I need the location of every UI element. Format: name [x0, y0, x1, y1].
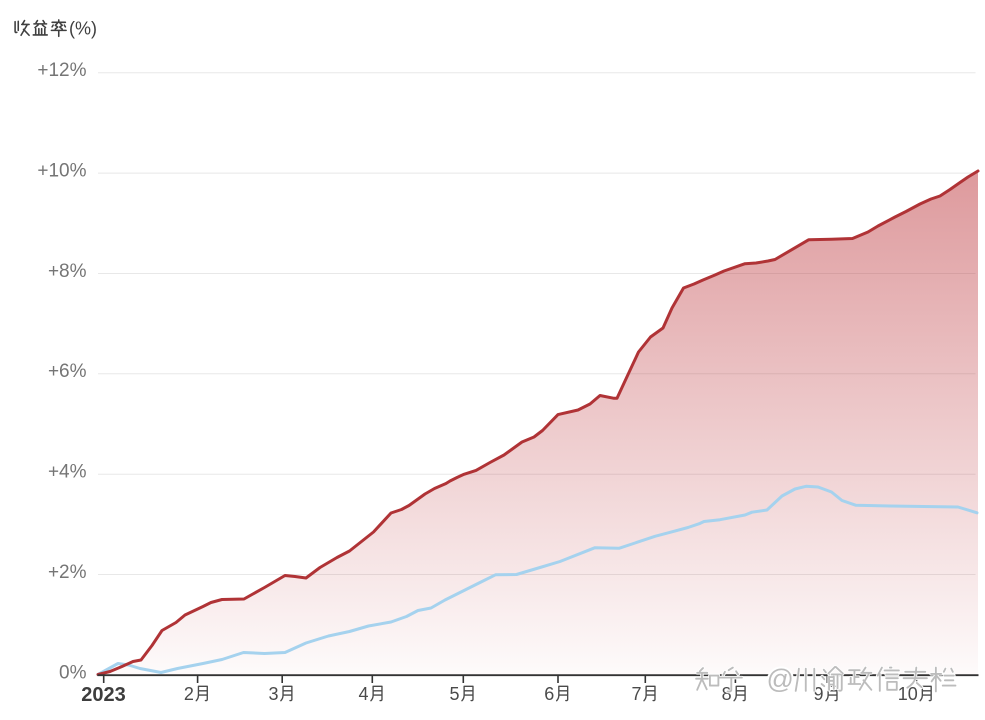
svg-text:5: 5: [450, 684, 460, 704]
svg-text:+4%: +4%: [48, 462, 87, 483]
svg-text:+12%: +12%: [37, 60, 86, 81]
svg-text:6: 6: [544, 684, 554, 704]
svg-text:2: 2: [184, 684, 194, 704]
svg-text:0%: 0%: [59, 663, 87, 684]
svg-text:+10%: +10%: [37, 161, 86, 182]
svg-text:10: 10: [898, 684, 918, 704]
svg-text:+6%: +6%: [48, 361, 87, 382]
svg-text:7: 7: [632, 684, 642, 704]
svg-text:8: 8: [722, 684, 732, 704]
svg-text:@: @: [767, 664, 794, 694]
svg-text:9: 9: [814, 684, 824, 704]
svg-text:+8%: +8%: [48, 261, 87, 282]
svg-text:4: 4: [359, 684, 369, 704]
svg-text:2023: 2023: [81, 684, 126, 706]
svg-text:@: @: [767, 664, 794, 694]
svg-text:3: 3: [268, 684, 278, 704]
svg-text:+2%: +2%: [48, 562, 87, 583]
svg-text:(%): (%): [69, 19, 97, 39]
